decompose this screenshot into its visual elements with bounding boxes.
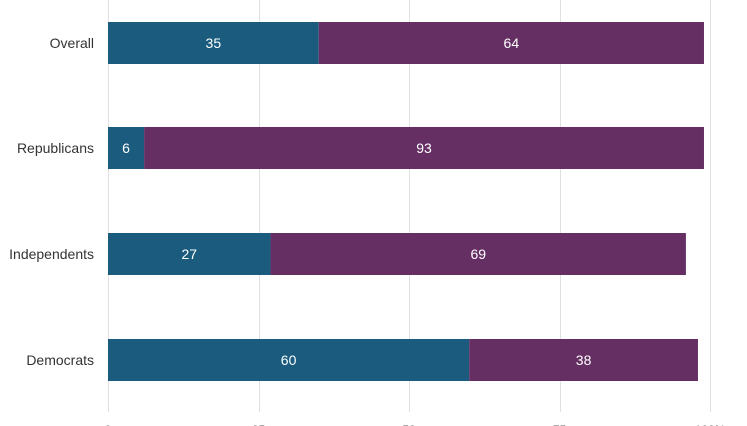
bar-democrats-segment-1 (108, 339, 470, 381)
category-label-independents: Independents (9, 246, 94, 262)
x-tick-label-25: 25 (252, 423, 266, 426)
data-label-independents-segment-1: 27 (181, 246, 197, 262)
bar-republicans-segment-2 (144, 127, 704, 169)
bar-overall-segment-2 (318, 22, 704, 64)
bar-independents-segment-1 (108, 233, 271, 275)
x-tick-label-75: 75 (553, 423, 567, 426)
data-label-republicans-segment-1: 6 (122, 140, 130, 156)
data-label-overall-segment-2: 64 (504, 35, 520, 51)
x-tick-label-100: 100% (695, 423, 726, 426)
category-label-republicans: Republicans (17, 140, 94, 156)
bar-republicans-segment-1 (108, 127, 145, 169)
data-label-democrats-segment-2: 38 (576, 352, 592, 368)
data-label-republicans-segment-2: 93 (416, 140, 432, 156)
data-label-independents-segment-2: 69 (470, 246, 486, 262)
data-label-overall-segment-1: 35 (206, 35, 222, 51)
category-label-democrats: Democrats (26, 352, 94, 368)
bar-democrats-segment-2 (469, 339, 698, 381)
data-label-democrats-segment-1: 60 (281, 352, 297, 368)
bar-overall-segment-1 (108, 22, 319, 64)
category-labels: Overall Republicans Independents Democrats (9, 35, 94, 368)
category-label-overall: Overall (50, 35, 94, 51)
bar-independents-segment-2 (270, 233, 686, 275)
bars: 35 64 6 93 27 69 60 38 (108, 22, 704, 381)
x-tick-label-0: 0 (105, 423, 112, 426)
x-tick-label-50: 50 (402, 423, 416, 426)
x-axis-ticks: 0 25 50 75 100% (105, 423, 726, 426)
